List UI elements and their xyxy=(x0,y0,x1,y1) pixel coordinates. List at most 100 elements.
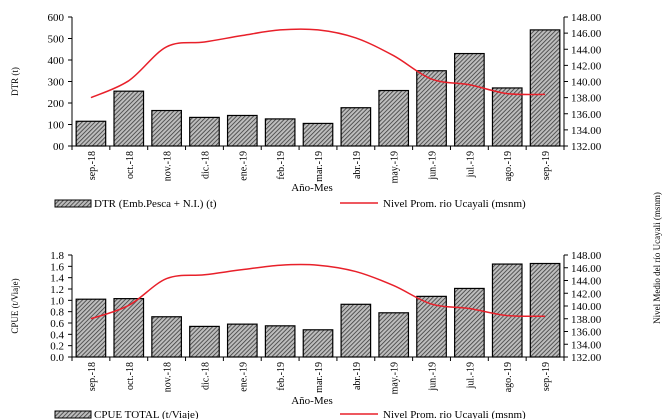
cpue-chart: 0.00.20.40.60.81.01.21.41.61.8 132.00134.… xyxy=(10,192,662,419)
left-tick-label: 600 xyxy=(48,12,65,24)
left-tick-label: 1.6 xyxy=(50,261,64,273)
left-tick-label: 300 xyxy=(48,77,65,89)
right-tick-label: 146.00 xyxy=(571,263,602,275)
bar xyxy=(491,87,523,147)
x-tick-label: oct.-18 xyxy=(125,362,136,390)
right-tick-label: 144.00 xyxy=(571,276,602,288)
left-tick-label: 100 xyxy=(48,120,65,132)
right-axis-label: Nivel Medio del río Ucayali (msnm) xyxy=(652,192,662,324)
bar xyxy=(378,89,410,147)
x-tick-label: jun.-19 xyxy=(428,151,439,181)
bar xyxy=(416,295,447,358)
bar xyxy=(491,263,523,358)
right-tick-label: 144.00 xyxy=(571,44,602,56)
left-tick-label: 1.0 xyxy=(50,295,64,307)
x-tick-label: may.-19 xyxy=(390,151,401,183)
right-tick-label: 132.00 xyxy=(571,141,602,153)
x-tick-label: ene.-19 xyxy=(238,362,249,392)
left-tick-label: 1.2 xyxy=(50,284,64,296)
bar xyxy=(113,298,145,358)
bar xyxy=(113,90,145,147)
y-axis-label: CPUE (t/Viaje) xyxy=(10,278,20,333)
left-tick-label: 1.4 xyxy=(50,273,64,285)
left-tick-label: 0.2 xyxy=(50,341,64,353)
x-tick-label: mar.-19 xyxy=(314,362,325,393)
x-tick-label: jul.-19 xyxy=(465,362,476,389)
legend-line-label: Nivel Prom. rio Ucayali (msnm) xyxy=(383,409,526,419)
nivel-line xyxy=(90,263,546,320)
bar xyxy=(529,262,561,358)
bar xyxy=(189,116,220,147)
x-axis-label: Año-Mes xyxy=(291,395,333,407)
nivel-line xyxy=(90,28,546,99)
x-tick-label: dic.-18 xyxy=(200,151,211,179)
x-tick-label: oct.-18 xyxy=(125,151,136,179)
bar xyxy=(302,329,334,358)
legend-bar-swatch xyxy=(54,410,92,419)
x-tick-label: mar.-19 xyxy=(314,151,325,182)
left-tick-label: 00 xyxy=(53,141,65,153)
bar xyxy=(340,107,372,147)
x-tick-label: abr.-19 xyxy=(352,362,363,390)
right-tick-label: 148.00 xyxy=(571,250,602,262)
right-tick-label: 148.00 xyxy=(571,12,602,24)
bar xyxy=(264,118,296,147)
right-tick-label: 134.00 xyxy=(571,125,602,137)
bar xyxy=(151,316,182,358)
x-tick-label: feb.-19 xyxy=(276,151,287,180)
legend-bar-label: DTR (Emb.Pesca + N.I.) (t) xyxy=(94,198,217,210)
x-tick-label: sep.-18 xyxy=(87,362,98,391)
bar xyxy=(454,287,485,358)
x-tick-label: may.-19 xyxy=(390,362,401,394)
right-tick-label: 138.00 xyxy=(571,314,602,326)
bar xyxy=(264,325,296,358)
x-tick-label: ene.-19 xyxy=(238,151,249,181)
x-tick-label: jun.-19 xyxy=(428,362,439,392)
y-axis-label: DTR (t) xyxy=(10,67,20,96)
left-tick-label: 0.4 xyxy=(50,329,64,341)
bar xyxy=(378,312,410,358)
right-tick-label: 136.00 xyxy=(571,109,602,121)
right-tick-label: 140.00 xyxy=(571,77,602,89)
bar xyxy=(302,122,334,147)
legend-bar-label: CPUE TOTAL (t/Viaje) xyxy=(94,409,199,419)
x-tick-label: ago.-19 xyxy=(503,151,514,181)
bar xyxy=(340,303,372,358)
x-tick-label: abr.-19 xyxy=(352,151,363,179)
right-tick-label: 142.00 xyxy=(571,288,602,300)
x-tick-label: ago.-19 xyxy=(503,362,514,392)
right-tick-label: 136.00 xyxy=(571,327,602,339)
bar xyxy=(151,109,182,147)
bar xyxy=(226,323,258,358)
x-tick-label: feb.-19 xyxy=(276,362,287,391)
right-tick-label: 138.00 xyxy=(571,93,602,105)
bar xyxy=(75,298,107,358)
x-tick-label: sep.-19 xyxy=(541,362,552,391)
x-axis-label: Año-Mes xyxy=(291,182,333,194)
legend-line-label: Nivel Prom. rio Ucayali (msnm) xyxy=(383,198,526,210)
x-tick-label: sep.-19 xyxy=(541,151,552,180)
right-tick-label: 146.00 xyxy=(571,28,602,40)
left-tick-label: 500 xyxy=(48,34,65,46)
x-tick-label: dic.-18 xyxy=(200,362,211,390)
x-tick-label: sep.-18 xyxy=(87,151,98,180)
x-tick-label: nov.-18 xyxy=(163,151,174,181)
right-tick-label: 132.00 xyxy=(571,352,602,364)
x-tick-label: jul.-19 xyxy=(465,151,476,178)
left-tick-label: 400 xyxy=(48,55,65,67)
bar xyxy=(416,70,447,147)
right-tick-label: 140.00 xyxy=(571,301,602,313)
bar xyxy=(75,120,107,147)
left-tick-label: 0.0 xyxy=(50,352,64,364)
bar xyxy=(226,114,258,147)
right-tick-label: 142.00 xyxy=(571,60,602,72)
left-tick-label: 200 xyxy=(48,98,65,110)
bar xyxy=(189,325,220,358)
legend-bar-swatch xyxy=(54,199,92,208)
right-tick-label: 134.00 xyxy=(571,339,602,351)
left-tick-label: 0.6 xyxy=(50,318,64,330)
bar xyxy=(454,52,485,147)
dtr-chart: 00 100 200 300 400 500 600 132.00 134.00 136.00 13… xyxy=(10,12,602,210)
left-tick-label: 0.8 xyxy=(50,307,64,319)
